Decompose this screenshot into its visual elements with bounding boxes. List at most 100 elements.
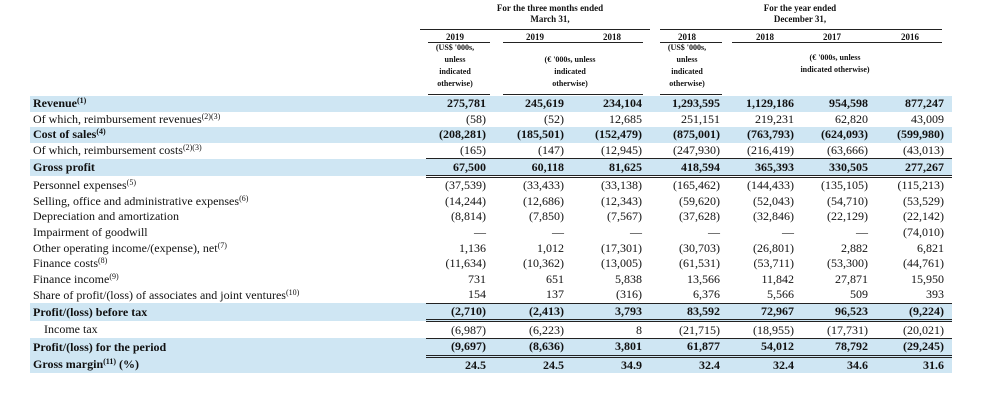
cell: 1,129,186	[728, 96, 802, 112]
cell: (32,846)	[753, 209, 794, 224]
cell: 1,136	[459, 240, 486, 255]
cell: 330,505	[802, 158, 876, 178]
row-label: Finance costs(8)	[33, 256, 108, 271]
table-body: Revenue(1) 275,781 245,619 234,104 1,293…	[30, 96, 952, 374]
cell: (44,761)	[903, 256, 944, 271]
cell: 1,293,595	[650, 96, 728, 112]
row-label: Depreciation and amortization	[33, 209, 179, 224]
cell: (26,801)	[753, 240, 794, 255]
cell: 651	[546, 271, 564, 286]
cell: 11,842	[761, 271, 794, 286]
cell: —	[552, 225, 564, 240]
cell: (52)	[544, 111, 564, 126]
cell: (9,224)	[876, 303, 952, 323]
cell: (54,710)	[827, 193, 868, 208]
unit-rule-3	[660, 94, 722, 95]
unit-rule-2	[503, 94, 643, 95]
cell: (59,620)	[679, 193, 720, 208]
cell: 62,820	[835, 111, 868, 126]
cell: (53,711)	[753, 256, 794, 271]
cell: 12,685	[609, 111, 642, 126]
cell: 509	[802, 287, 876, 304]
row-label: Income tax	[44, 322, 98, 337]
cell: 2,882	[841, 240, 868, 255]
cell: 277,267	[876, 158, 952, 178]
cell: 219,231	[755, 111, 794, 126]
cell: (152,479)	[572, 127, 650, 143]
cell: 24.5	[494, 356, 572, 374]
cell: 60,118	[494, 158, 572, 178]
year-header-3: 2018	[603, 32, 621, 42]
cell: (33,138)	[601, 178, 642, 193]
row-label: Personnel expenses(5)	[33, 177, 136, 192]
cell: (185,501)	[494, 127, 572, 143]
cell: (22,129)	[827, 209, 868, 224]
row-label: Of which, reimbursement revenues(2)(3)	[33, 111, 221, 126]
cell: (52,043)	[753, 193, 794, 208]
cell: —	[782, 225, 794, 240]
cell: 3,793	[572, 303, 650, 323]
cell: (61,531)	[679, 256, 720, 271]
cell: (17,731)	[802, 320, 876, 339]
cell: 3,801	[572, 338, 650, 358]
row-label: Of which, reimbursement costs(2)(3)	[33, 143, 202, 158]
cell: (316)	[572, 287, 650, 304]
cell: (21,715)	[650, 320, 728, 339]
row-label: Gross margin(11) (%)	[30, 356, 426, 374]
unit-rule-1	[428, 94, 490, 95]
year-header-2: 2019	[526, 32, 544, 42]
unit-eur-three-months: (€ '000s, unless indicated otherwise)	[544, 55, 596, 88]
unit-eur-year: (€ '000s, unless indicated otherwise)	[800, 53, 870, 74]
year-rule-2	[503, 42, 643, 43]
table-row: Share of profit/(loss) of associates and…	[30, 287, 952, 304]
cell: 245,619	[494, 96, 572, 112]
cell: 34.6	[802, 356, 876, 374]
cell: (8,636)	[494, 338, 572, 358]
cell: 61,877	[650, 338, 728, 358]
cell: (14,244)	[445, 193, 486, 208]
cell: 96,523	[802, 303, 876, 323]
cell: 365,393	[728, 158, 802, 178]
cell: (6,987)	[426, 320, 494, 339]
cell: —	[630, 225, 642, 240]
cell: (29,245)	[876, 338, 952, 358]
row-label: Finance income(9)	[33, 271, 119, 286]
cell: (53,529)	[903, 193, 944, 208]
cell: (115,213)	[897, 178, 944, 193]
unit-usd-year: (US$ '000s, unless indicated otherwise)	[667, 43, 707, 88]
cell: 137	[494, 287, 572, 304]
cell: (7,567)	[607, 209, 642, 224]
cell: 8	[572, 320, 650, 339]
cell: 78,792	[802, 338, 876, 358]
year-ended-title: For the year ended December 31,	[763, 3, 837, 24]
row-label: Other operating income/(expense), net(7)	[33, 240, 227, 255]
cell: 83,592	[650, 303, 728, 323]
cell: 418,594	[650, 158, 728, 178]
cell: 27,871	[835, 271, 868, 286]
cell: (43,013)	[876, 142, 952, 160]
year-rule-3	[660, 42, 722, 43]
cell: 72,967	[728, 303, 802, 323]
cell: (53,300)	[827, 256, 868, 271]
cell: —	[708, 225, 720, 240]
cell: 24.5	[426, 356, 494, 374]
three-months-rule	[420, 29, 650, 30]
cell: (135,105)	[821, 178, 868, 193]
cell: (37,628)	[679, 209, 720, 224]
row-label: Cost of sales(4)	[30, 127, 426, 143]
cell: 31.6	[876, 356, 952, 374]
table-row: Personnel expenses(5) (37,539) (33,433) …	[30, 176, 952, 193]
cell: 275,781	[426, 96, 494, 112]
cell: (30,703)	[679, 240, 720, 255]
cell: 154	[426, 287, 494, 304]
cell: 6,376	[650, 287, 728, 304]
cell: 34.9	[572, 356, 650, 374]
cell: (208,281)	[426, 127, 494, 143]
cell: (12,686)	[523, 193, 564, 208]
cell: 54,012	[728, 338, 802, 358]
cell: (10,362)	[523, 256, 564, 271]
year-header-6: 2017	[823, 32, 841, 42]
cell: (763,793)	[728, 127, 802, 143]
year-header-1: 2019	[446, 32, 464, 42]
year-rule-4	[732, 42, 942, 43]
